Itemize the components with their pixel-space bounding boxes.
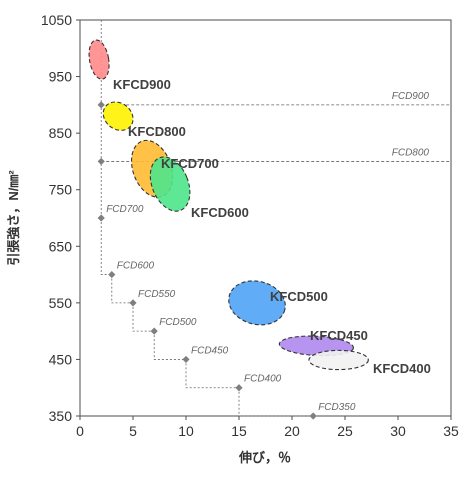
y-axis-title: 引張強さ，N/㎜² <box>6 170 21 266</box>
standard-point <box>97 101 105 109</box>
standard-label: FCD350 <box>318 402 356 413</box>
guide-step-line <box>111 274 133 304</box>
standard-point <box>309 412 317 420</box>
y-tick-label: 550 <box>49 295 73 311</box>
x-tick-label: 5 <box>129 423 137 439</box>
standard-label: FCD600 <box>117 261 155 272</box>
grade-label: KFCD600 <box>191 205 249 220</box>
y-tick-label: 350 <box>49 408 73 424</box>
x-tick-label: 30 <box>390 423 406 439</box>
x-tick-label: 0 <box>76 423 84 439</box>
grade-label: KFCD450 <box>310 328 368 343</box>
standard-point <box>97 214 105 222</box>
grade-labels: KFCD900 KFCD800 KFCD700 KFCD600 KFCD500 KFCD4… <box>113 77 431 376</box>
x-tick-label: 35 <box>443 423 459 439</box>
standard-point <box>129 299 137 307</box>
guide-step-line <box>185 359 239 389</box>
grade-ellipse <box>102 101 134 131</box>
y-tick-label: 450 <box>49 351 73 367</box>
standard-label: FCD500 <box>159 317 197 328</box>
standard-label: FCD400 <box>244 374 282 385</box>
x-tick-label: 15 <box>231 423 247 439</box>
standard-point <box>108 270 116 279</box>
standard-label: FCD900 <box>392 91 430 102</box>
grade-label: KFCD900 <box>113 77 171 92</box>
grade-ellipse <box>88 39 110 80</box>
x-axis-ticks: 0 5 10 15 20 25 30 35 <box>76 416 459 439</box>
standard-labels: FCD900 FCD800 FCD700 FCD600 FCD550 FCD500 FCD4… <box>106 91 429 413</box>
x-tick-label: 25 <box>337 423 353 439</box>
grade-label: KFCD800 <box>128 124 186 139</box>
x-tick-label: 10 <box>178 423 194 439</box>
y-tick-label: 750 <box>49 182 73 198</box>
grade-ellipse <box>149 156 191 212</box>
grade-label: KFCD500 <box>270 289 328 304</box>
grade-ellipse <box>308 349 369 371</box>
grade-label: KFCD700 <box>161 156 219 171</box>
plot-area <box>79 19 452 417</box>
guide-step-line <box>132 302 155 332</box>
y-tick-label: 1050 <box>41 12 72 28</box>
standard-point <box>235 384 243 392</box>
standard-point <box>150 327 158 335</box>
grade-ellipses <box>88 39 369 371</box>
grade-label: KFCD400 <box>373 361 431 376</box>
standard-label: FCD800 <box>392 147 430 158</box>
y-axis-ticks: 350 450 550 650 750 850 950 1050 <box>41 12 80 424</box>
standard-label: FCD700 <box>106 204 144 215</box>
x-tick-label: 20 <box>284 423 300 439</box>
y-tick-label: 950 <box>49 69 73 85</box>
standard-points <box>97 101 317 420</box>
grade-ellipse <box>228 280 286 326</box>
x-axis-title: 伸び，％ <box>238 450 291 465</box>
standard-label: FCD450 <box>191 345 229 356</box>
standard-label: FCD550 <box>138 289 176 300</box>
guide-step-line <box>100 218 112 275</box>
guide-step-line <box>153 331 186 360</box>
standard-point <box>182 355 190 364</box>
y-tick-label: 650 <box>49 238 73 254</box>
y-tick-label: 850 <box>49 125 73 141</box>
standard-point <box>97 157 105 166</box>
